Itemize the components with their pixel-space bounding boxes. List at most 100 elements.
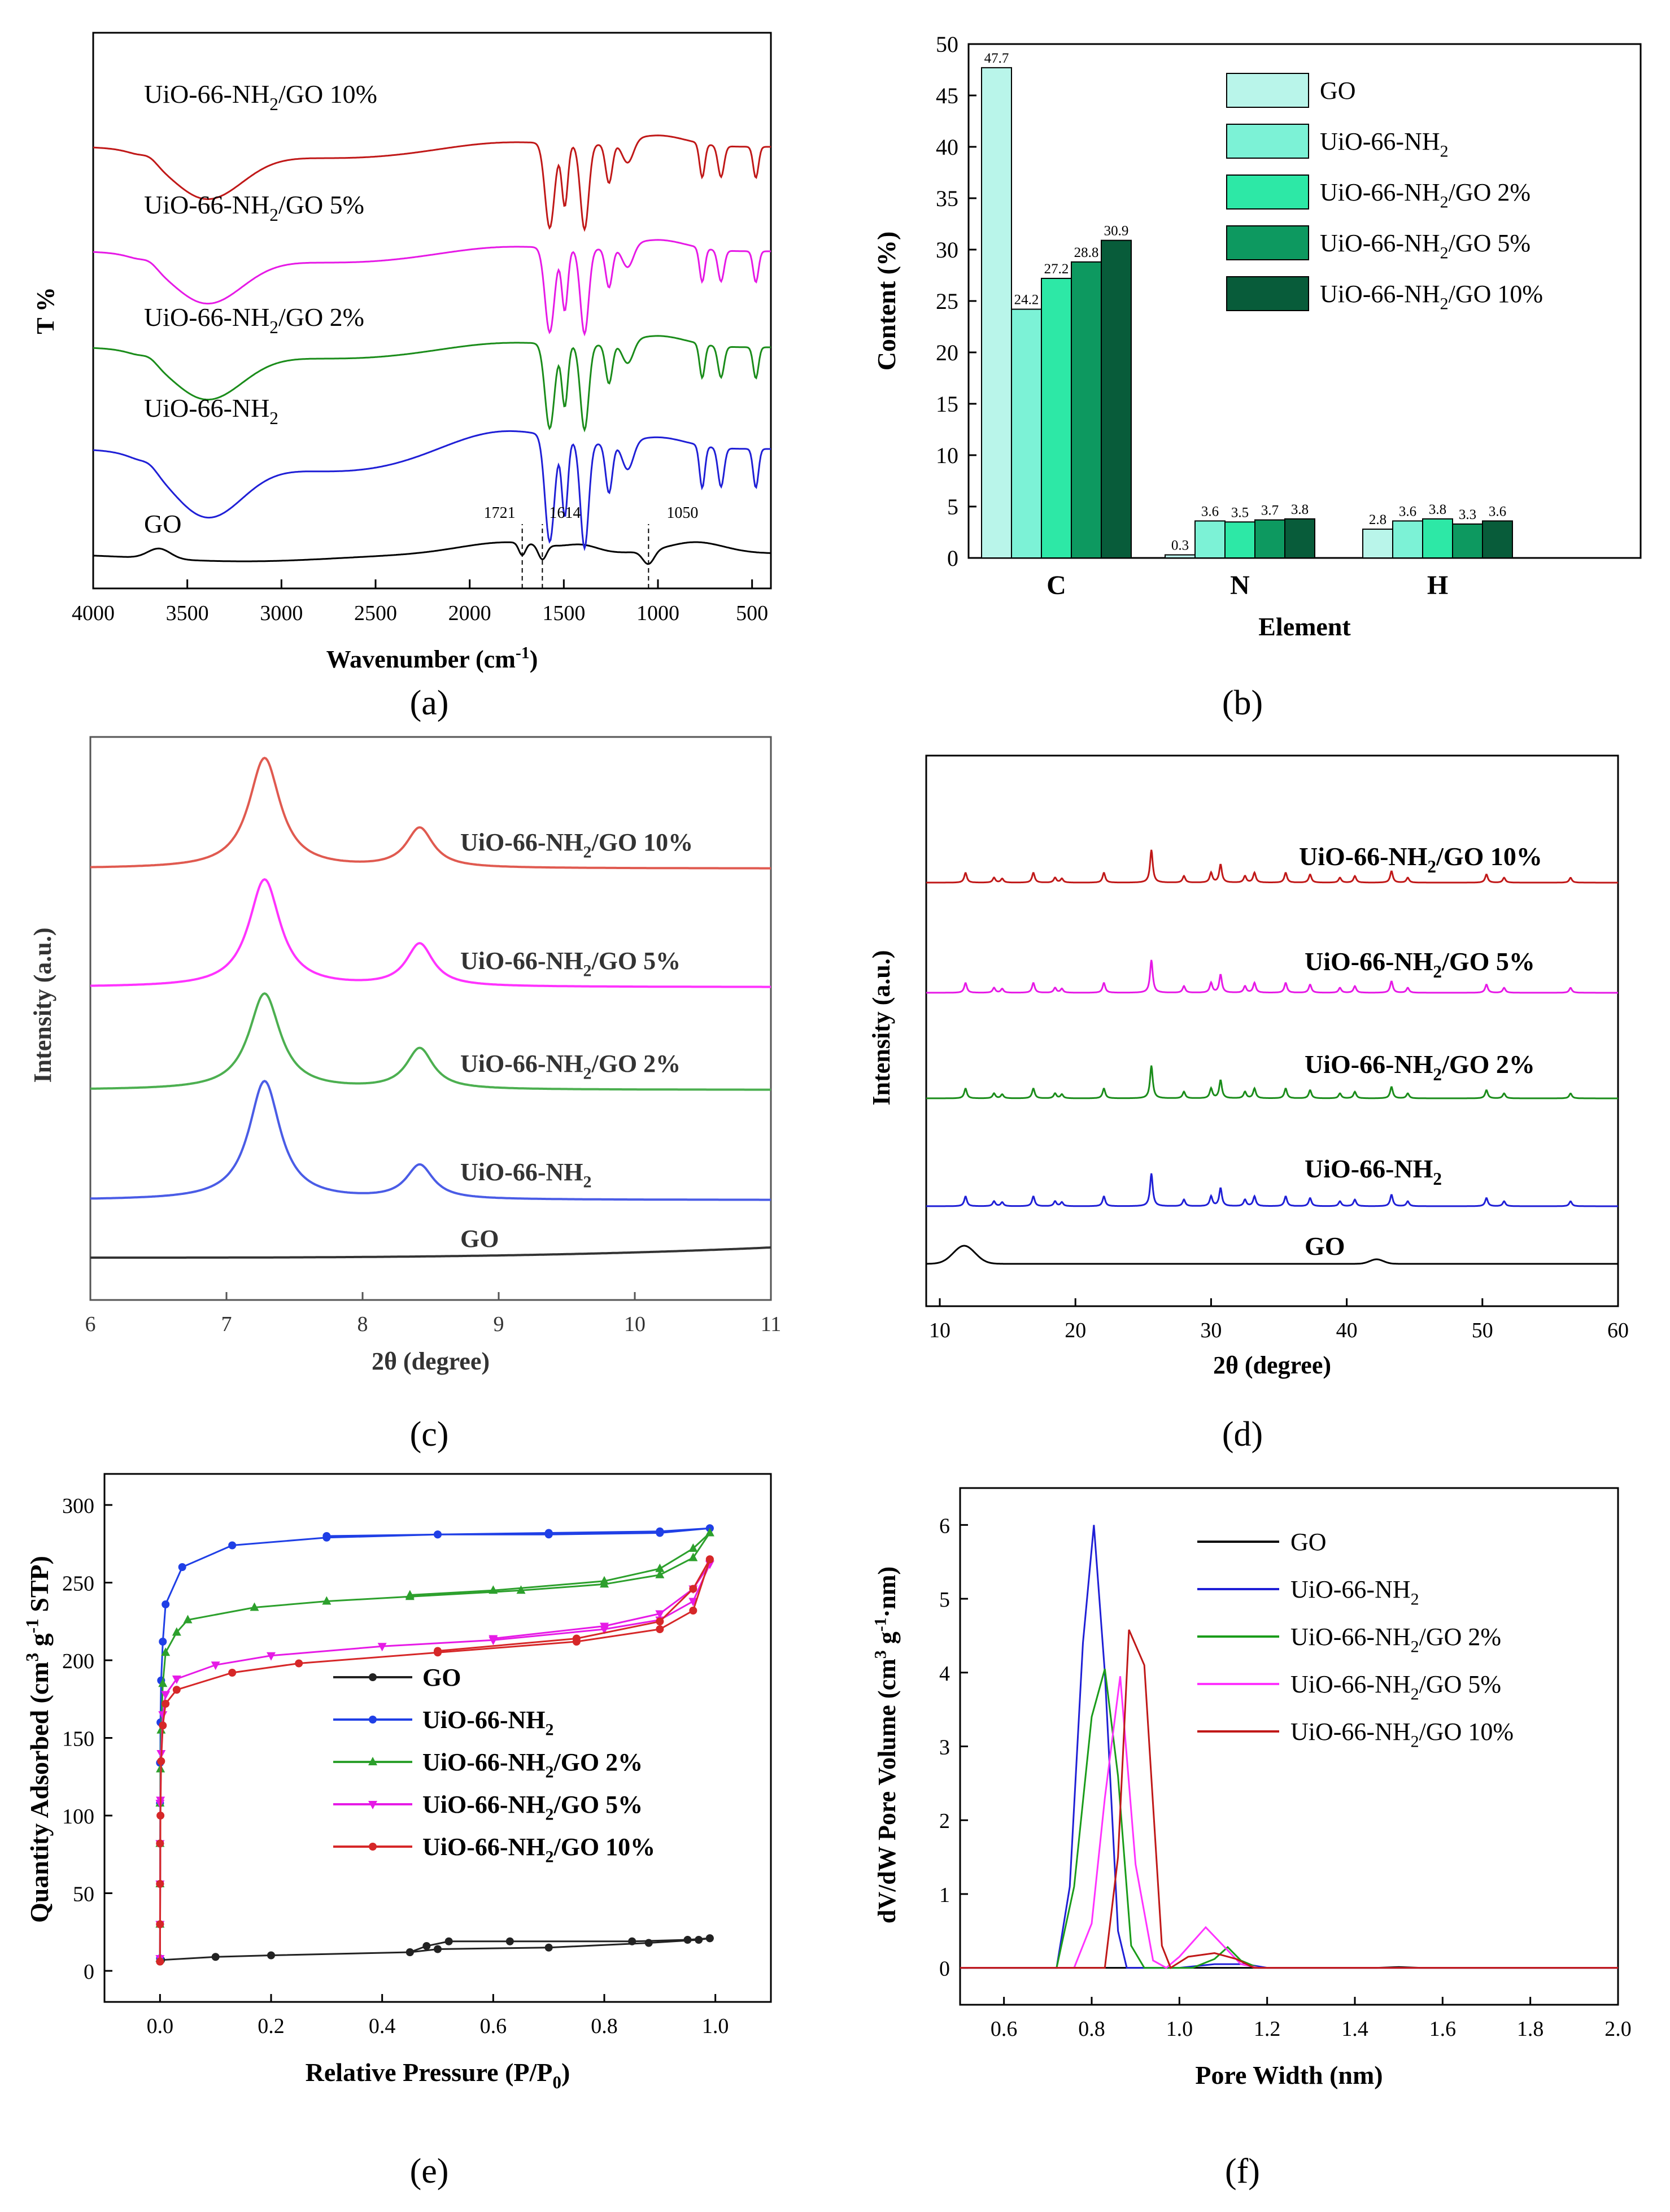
data-marker [655,1569,665,1578]
bar-value-label: 3.8 [1291,502,1309,517]
text-span: GO [1290,1528,1327,1556]
text-span: 2 [583,1172,592,1191]
legend-label-f: UiO-66-NH2/GO 10% [1290,1718,1514,1751]
y-tick-label-b: 40 [936,134,958,160]
ftir-series-line [93,239,771,337]
data-marker [156,1839,164,1848]
text-span: /GO 5% [553,1791,643,1818]
legend-label-b: UiO-66-NH2/GO 5% [1320,229,1531,262]
text-span: /GO 2% [591,1050,681,1077]
x-axis-title-d: 2θ (degree) [1213,1351,1331,1379]
text-span: 2 [1440,294,1449,313]
text-span: /GO 2% [1419,1623,1501,1651]
data-marker [516,1585,526,1594]
isotherm-desorption-line [409,1532,710,1596]
data-marker [295,1659,303,1668]
bar-value-label: 28.8 [1074,245,1099,260]
text-span: 2 [583,1064,592,1083]
text-span: /GO 5% [1419,1670,1501,1698]
text-span: UiO-66-NH [422,1791,546,1818]
isotherm-desorption-line [409,1937,710,1953]
text-span: /GO 5% [278,190,364,219]
bar-value-label: 24.2 [1014,293,1039,308]
x-axis-title-b: Element [1258,612,1351,641]
x-tick-label-c: 6 [85,1312,96,1336]
text-span: Wavenumber (cm [326,645,516,673]
legend-label-b: UiO-66-NH2/GO 10% [1320,280,1543,313]
legend-label-e: UiO-66-NH2/GO 10% [422,1833,655,1866]
xrd-series-label: UiO-66-NH2/GO 10% [460,828,693,861]
text-span: UiO-66-NH [422,1833,546,1861]
data-marker [405,1590,415,1599]
bar [1011,308,1042,559]
text-span: /GO 10% [1449,280,1543,308]
bar [1071,261,1102,559]
y-tick-label-e: 50 [73,1883,94,1906]
text-span: 2 [583,961,592,980]
plot-frame-f [959,1487,1619,2006]
y-tick-label-b: 0 [947,546,958,571]
data-marker [705,1934,714,1943]
x-tick-label-c: 11 [761,1312,782,1336]
pore-series-line [960,1525,1618,1969]
ftir-series-line [93,134,771,232]
data-marker [158,1711,168,1720]
x-tick-label-e: 0.4 [369,2014,396,2038]
data-marker [322,1532,331,1540]
data-marker [172,1676,181,1684]
bar-value-label: 30.9 [1104,224,1129,239]
text-span: /GO 10% [278,80,377,108]
xrd-series-label: GO [460,1225,499,1253]
xrd-wide-series-label: GO [1305,1232,1345,1260]
bar-value-label: 3.6 [1201,504,1219,519]
text-span: /GO 2% [1449,178,1531,206]
text-span: UiO-66-NH [460,1050,583,1077]
bar-value-label: 0.3 [1171,538,1189,553]
data-marker [544,1529,553,1537]
x-tick-label-a: 2000 [448,601,491,625]
bar [1452,523,1483,559]
text-span: /GO 10% [591,828,693,856]
bar-value-label: 3.5 [1231,505,1249,520]
y-tick-label-f: 0 [939,1957,950,1981]
text-span: -1 [23,1618,42,1633]
text-span: 2 [269,205,278,225]
text-span: 2 [546,1847,554,1866]
plot-frame-c [89,736,772,1301]
x-tick-label-f: 1.0 [1166,2017,1193,2041]
bar [981,67,1012,559]
ftir-series-line [93,430,771,552]
x-tick-label-c: 9 [494,1312,504,1336]
x-axis-title-c: 2θ (degree) [372,1347,490,1375]
text-span: 2 [1411,1685,1419,1703]
data-marker [572,1634,581,1643]
text-span: UiO-66-NH [1290,1670,1411,1698]
y-tick-label-f: 1 [939,1883,950,1907]
bar [1224,521,1255,559]
y-tick-label-f: 2 [939,1809,950,1833]
text-span: STP) [25,1556,54,1618]
x-tick-label-a: 500 [736,601,768,625]
text-span: /GO 5% [1441,947,1535,976]
data-marker [655,1610,665,1619]
text-span: ) [561,2058,570,2087]
text-span: 2 [1440,243,1449,262]
y-tick-label-f: 5 [939,1588,950,1612]
y-tick-label-b: 35 [936,186,958,211]
y-tick-label-e: 150 [62,1727,94,1751]
bar [1194,520,1226,559]
data-marker [544,1943,553,1952]
text-span: UiO-66-NH [1320,178,1440,206]
xrd-wide-series-label: UiO-66-NH2/GO 5% [1305,947,1535,981]
data-marker [489,1635,498,1644]
data-marker [656,1527,664,1535]
text-span: 3 [23,1653,42,1662]
xrd-wide-series-line [926,1065,1618,1100]
ftir-series-label: UiO-66-NH2/GO 5% [144,190,364,225]
bar-value-label: 3.7 [1261,503,1279,518]
data-marker [683,1936,692,1944]
x-tick-label-d: 20 [1065,1319,1086,1342]
data-marker [162,1600,170,1608]
bar [1284,518,1315,559]
data-marker [159,1721,167,1730]
